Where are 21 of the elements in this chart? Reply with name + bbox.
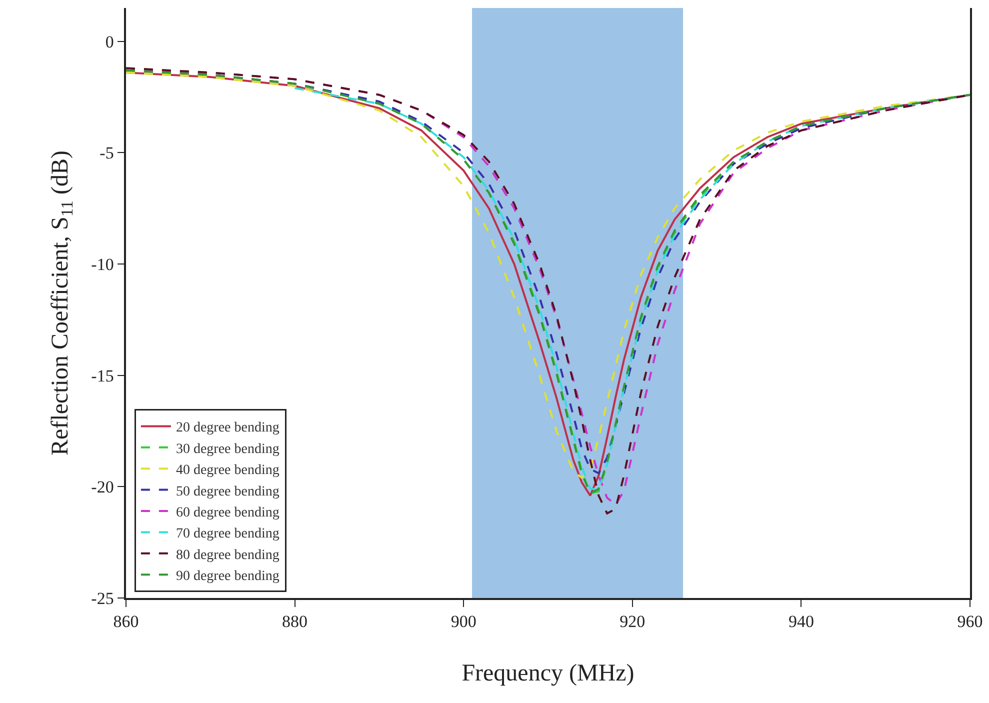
y-tick-label: -5 (100, 144, 114, 163)
x-tick-label: 960 (957, 612, 983, 632)
legend-label: 80 degree bending (176, 548, 280, 563)
x-tick-label: 920 (620, 612, 646, 632)
y-tick-label: 0 (105, 32, 114, 52)
x-tick-label: 900 (450, 612, 476, 632)
legend-label: 90 degree bending (176, 569, 280, 584)
legend-label: 20 degree bending (176, 420, 280, 436)
y-tick-label: -15 (91, 366, 114, 386)
legend-label: 50 degree bending (176, 484, 280, 500)
legend-label: 70 degree bending (176, 526, 280, 542)
legend-label: 30 degree bending (176, 442, 280, 457)
y-tick-label: -25 (91, 588, 114, 608)
legend-label: 60 degree bending (176, 505, 280, 520)
x-tick-label: 940 (788, 612, 814, 632)
x-tick-label: 860 (113, 612, 139, 632)
y-tick-label: -20 (91, 478, 114, 497)
y-tick-label: -10 (91, 254, 114, 274)
x-tick-label: 880 (282, 612, 308, 632)
x-axis-title: Frequency (MHz) (462, 660, 634, 686)
legend-label: 40 degree bending (176, 463, 280, 478)
